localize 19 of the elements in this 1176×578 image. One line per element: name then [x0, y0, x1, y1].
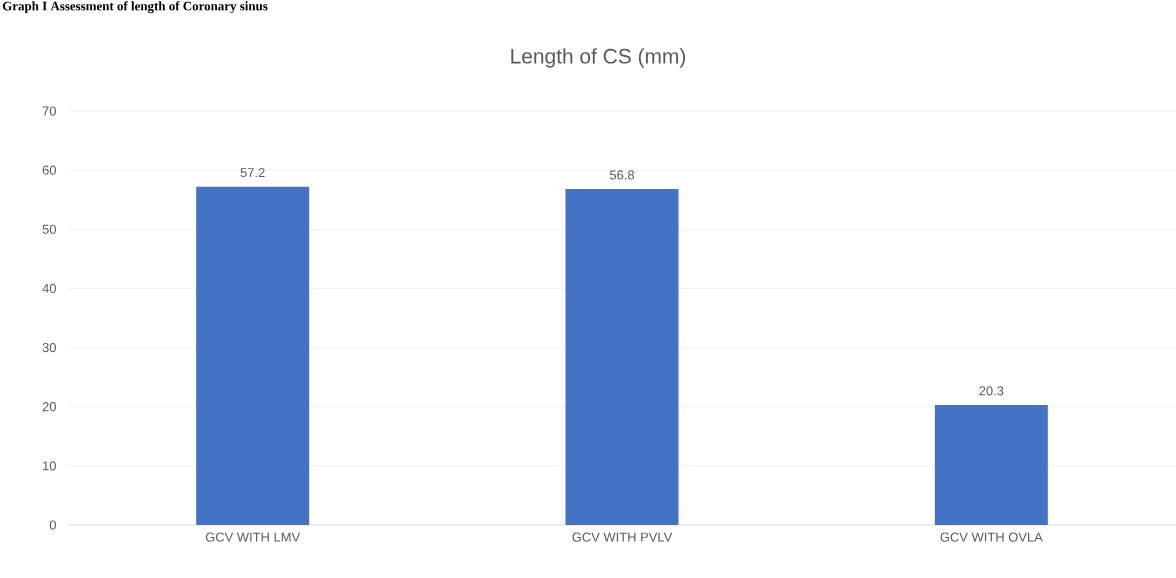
- y-tick-label: 40: [42, 283, 56, 293]
- y-tick-label: 20: [42, 402, 56, 412]
- x-tick-label: GCV WITH OVLA: [940, 532, 1043, 542]
- x-tick-label: GCV WITH LMV: [205, 532, 301, 542]
- y-tick-label: 30: [42, 342, 56, 353]
- x-tick-label: GCV WITH PVLV: [572, 532, 673, 542]
- data-label: 56.8: [609, 170, 635, 180]
- bar: [196, 186, 310, 525]
- y-tick-label: 10: [43, 461, 56, 471]
- bar: [934, 404, 1048, 525]
- chart-title: Length of CS (mm): [511, 48, 686, 68]
- data-label: 57.2: [240, 168, 265, 178]
- y-tick-label: 50: [42, 224, 56, 234]
- y-tick-label: 60: [42, 165, 56, 175]
- data-label: 20.3: [979, 386, 1004, 396]
- y-tick-label: 0: [49, 520, 56, 530]
- y-tick-label: 70: [42, 106, 56, 116]
- bar: [565, 189, 679, 525]
- text: Graph I Assessment of length of Coronary sinus: [2, 1, 268, 14]
